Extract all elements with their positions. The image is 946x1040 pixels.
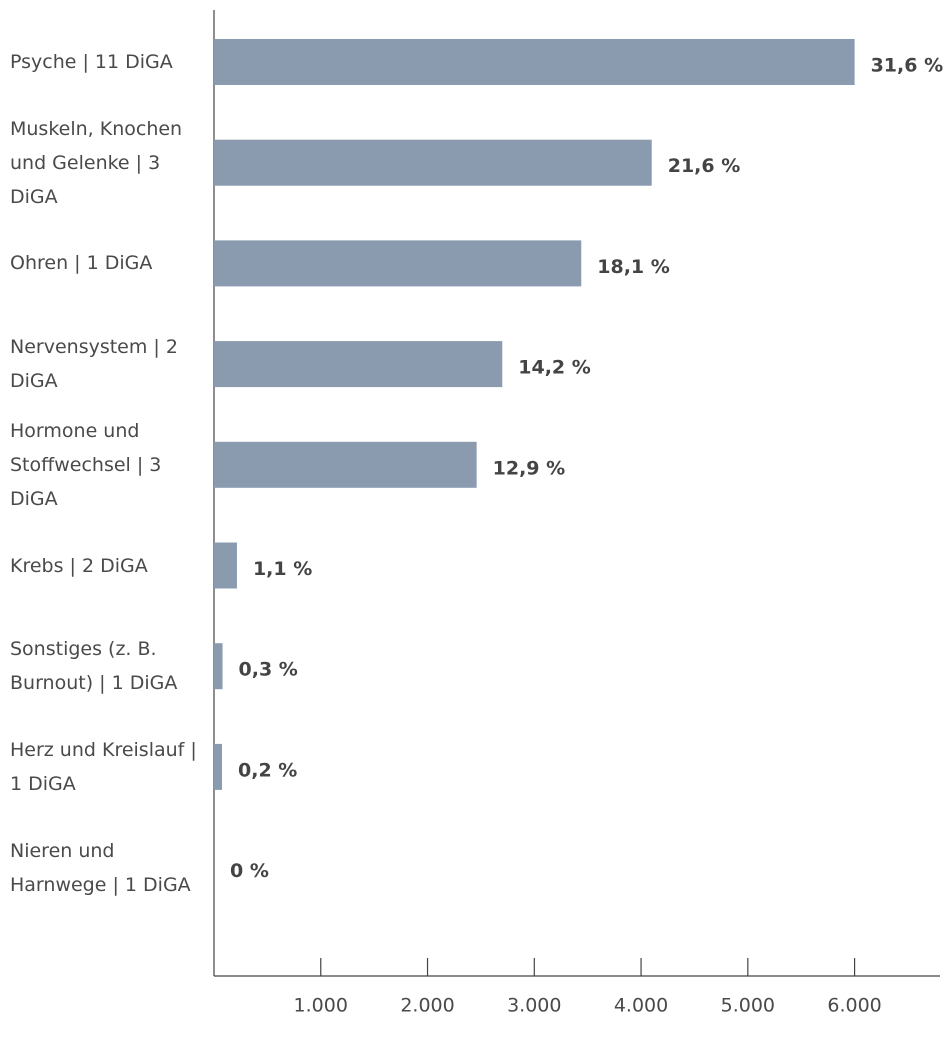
data-label: 0 %	[230, 860, 269, 882]
x-tick-label: 3.000	[507, 995, 561, 1017]
data-label: 21,6 %	[668, 155, 741, 177]
bar	[214, 643, 223, 690]
x-tick-label: 5.000	[721, 995, 775, 1017]
category-label: Ohren | 1 DiGA	[10, 252, 153, 275]
bar	[214, 240, 582, 287]
data-label: 31,6 %	[871, 55, 944, 77]
bar	[214, 542, 237, 589]
data-label: 0,2 %	[238, 759, 297, 781]
data-label: 0,3 %	[239, 659, 298, 681]
category-label: Hormone und Stoffwechsel | 3 DiGA	[10, 419, 162, 510]
category-label: Psyche | 11 DiGA	[10, 51, 173, 73]
x-tick-label: 4.000	[614, 995, 668, 1017]
category-label: Krebs | 2 DiGA	[10, 554, 148, 577]
bar	[214, 441, 477, 488]
data-label: 14,2 %	[518, 357, 591, 379]
category-label: Muskeln, Knochen und Gelenke | 3 DiGA	[10, 117, 183, 208]
bar	[214, 39, 855, 85]
data-label: 1,1 %	[253, 558, 312, 580]
x-tick-label: 2.000	[400, 995, 454, 1017]
x-tick-label: 6.000	[827, 995, 881, 1017]
category-label: Nervensystem | 2 DiGA	[10, 336, 178, 393]
bar	[214, 139, 652, 186]
data-label: 18,1 %	[597, 256, 670, 278]
data-label: 12,9 %	[493, 457, 566, 479]
category-label: Sonstiges (z. B. Burnout) | 1 DiGA	[10, 638, 178, 695]
bar	[214, 743, 223, 790]
category-label: Herz und Kreislauf | 1 DiGA	[10, 738, 197, 795]
bar	[214, 341, 503, 388]
category-label: Nieren und Harnwege | 1 DiGA	[10, 839, 191, 896]
x-tick-label: 1.000	[294, 995, 348, 1017]
